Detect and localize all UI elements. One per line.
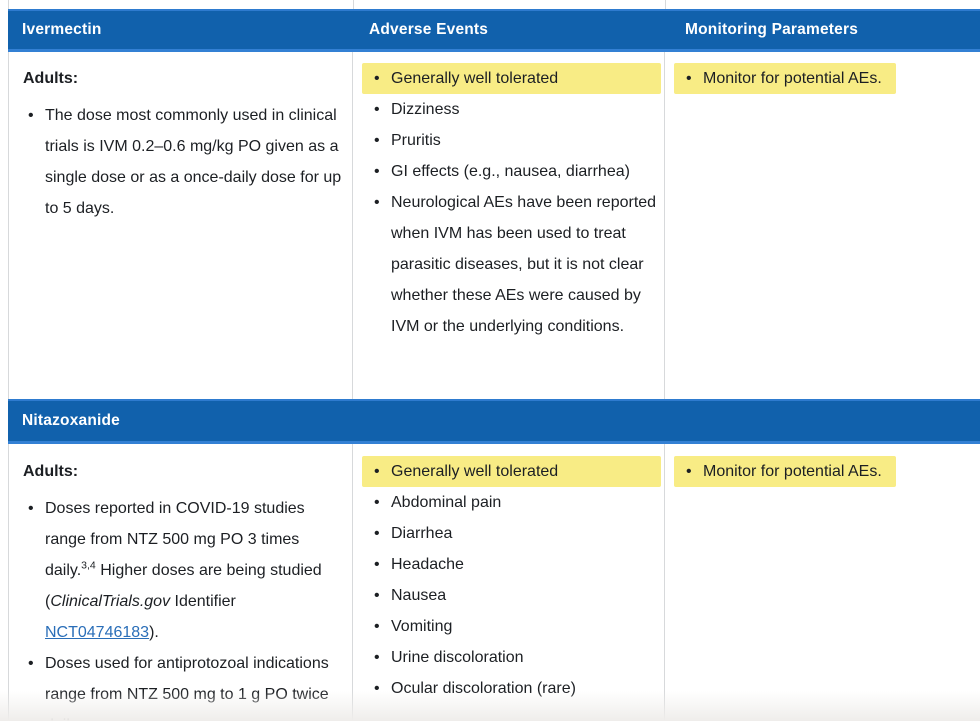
- list-item: • GI effects (e.g., nausea, diarrhea): [369, 156, 661, 187]
- list-item-text: Nausea: [391, 587, 447, 604]
- list-item-text: The dose most commonly used in clinical …: [45, 107, 342, 217]
- list-item: • Abdominal pain: [369, 487, 661, 518]
- bullet-icon: •: [374, 70, 380, 87]
- column-divider: [665, 0, 666, 9]
- bullet-icon: •: [28, 107, 34, 124]
- dosing-cell: Adults: • The dose most commonly used in…: [9, 52, 353, 399]
- list-item: • Pruritis: [369, 125, 661, 156]
- bullet-icon: •: [374, 556, 380, 573]
- header-monitoring-parameters: Monitoring Parameters: [685, 21, 859, 38]
- bullet-icon: •: [374, 463, 380, 480]
- bullet-icon: •: [374, 494, 380, 511]
- list-item-text: Vomiting: [391, 618, 453, 635]
- list-item-text: Ocular discoloration (rare): [391, 680, 576, 697]
- bullet-icon: •: [28, 500, 34, 517]
- header-drug-name: Nitazoxanide: [22, 412, 121, 429]
- list-item-text: GI effects (e.g., nausea, diarrhea): [391, 163, 630, 180]
- list-item: • The dose most commonly used in clinica…: [23, 100, 344, 224]
- list-item: • Neurological AEs have been reported wh…: [369, 187, 661, 342]
- highlighted-list-item: • Generally well tolerated: [362, 456, 661, 487]
- ivermectin-row: Adults: • The dose most commonly used in…: [8, 52, 980, 399]
- dosing-cell: Adults: • Doses reported in COVID-19 stu…: [9, 444, 353, 721]
- list-item-text: Abdominal pain: [391, 494, 502, 511]
- bullet-icon: •: [374, 525, 380, 542]
- bullet-icon: •: [374, 680, 380, 697]
- clinicaltrials-gov-italic: ClinicalTrials.gov: [50, 593, 171, 610]
- nct-identifier-link[interactable]: NCT04746183: [45, 624, 150, 641]
- list-item: • Doses used for antiprotozoal indicatio…: [23, 648, 344, 721]
- nitazoxanide-row: Adults: • Doses reported in COVID-19 stu…: [8, 444, 980, 721]
- ivermectin-header-row: Ivermectin Adverse Events Monitoring Par…: [8, 9, 980, 52]
- list-item-text: Monitor for potential AEs.: [703, 70, 882, 87]
- list-item-text: Generally well tolerated: [391, 70, 559, 87]
- monitoring-cell: • Monitor for potential AEs.: [665, 52, 980, 399]
- bullet-icon: •: [374, 101, 380, 118]
- list-item-text: Dizziness: [391, 101, 460, 118]
- list-item: • Urine discoloration: [369, 642, 661, 673]
- list-item-text: Neurological AEs have been reported when…: [391, 194, 657, 335]
- bullet-icon: •: [374, 163, 380, 180]
- dose-text: ).: [149, 624, 159, 641]
- adverse-events-cell: • Generally well tolerated • Dizziness •…: [353, 52, 665, 399]
- list-item: • Dizziness: [369, 94, 661, 125]
- bullet-icon: •: [374, 132, 380, 149]
- header-drug-name: Ivermectin: [22, 21, 102, 38]
- list-item: • Nausea: [369, 580, 661, 611]
- bullet-icon: •: [374, 618, 380, 635]
- list-item: • Ocular discoloration (rare): [369, 673, 661, 704]
- bullet-icon: •: [686, 463, 692, 480]
- list-item-text: Pruritis: [391, 132, 441, 149]
- highlighted-list-item: • Generally well tolerated: [362, 63, 661, 94]
- nitazoxanide-header-row: Nitazoxanide: [8, 399, 980, 444]
- population-heading: Adults:: [23, 463, 79, 480]
- monitoring-cell: • Monitor for potential AEs.: [665, 444, 980, 721]
- list-item-text: Doses reported in COVID-19 studies range…: [45, 493, 344, 648]
- list-item-text: Monitor for potential AEs.: [703, 463, 882, 480]
- adverse-events-cell: • Generally well tolerated • Abdominal p…: [353, 444, 665, 721]
- bullet-icon: •: [374, 649, 380, 666]
- population-heading: Adults:: [23, 70, 79, 87]
- header-adverse-events: Adverse Events: [369, 21, 489, 38]
- list-item-text: Headache: [391, 556, 464, 573]
- list-item-text: Diarrhea: [391, 525, 453, 542]
- reference-superscript: 3,4: [81, 559, 96, 572]
- list-item-text: Urine discoloration: [391, 649, 524, 666]
- bullet-icon: •: [374, 587, 380, 604]
- list-item: • Headache: [369, 549, 661, 580]
- top-row-remnant: [8, 0, 980, 9]
- dose-text: Higher doses are being studied (: [45, 562, 322, 610]
- bullet-icon: •: [374, 194, 380, 211]
- list-item: • Diarrhea: [369, 518, 661, 549]
- dose-text: Doses reported in COVID-19 studies range…: [45, 500, 305, 579]
- highlighted-list-item: • Monitor for potential AEs.: [674, 63, 896, 94]
- highlighted-list-item: • Monitor for potential AEs.: [674, 456, 896, 487]
- list-item: • Doses reported in COVID-19 studies ran…: [23, 493, 344, 648]
- dose-text: Identifier: [170, 593, 236, 610]
- list-item-text: Doses used for antiprotozoal indications…: [45, 655, 329, 721]
- list-item-text: Generally well tolerated: [391, 463, 559, 480]
- bullet-icon: •: [28, 655, 34, 672]
- list-item: • Vomiting: [369, 611, 661, 642]
- column-divider: [353, 0, 354, 9]
- bullet-icon: •: [686, 70, 692, 87]
